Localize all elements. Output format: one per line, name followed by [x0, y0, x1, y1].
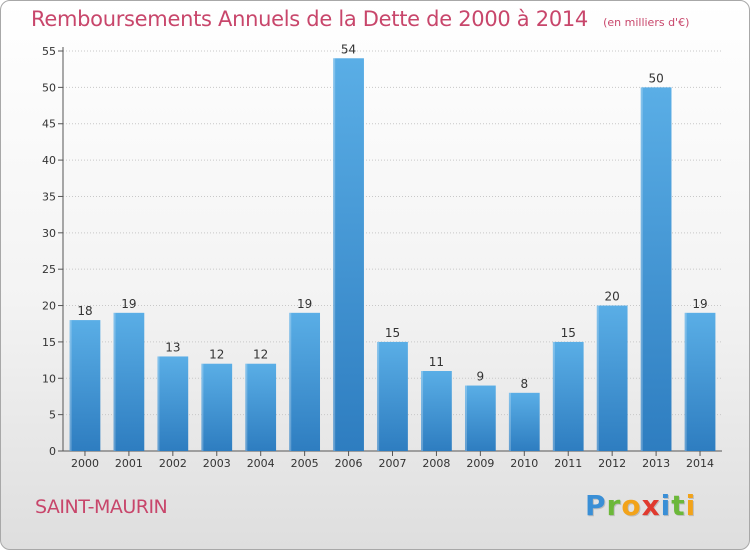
y-tick-labels: 0 5 10 15 20 25 30 35 40 45 50 55 — [42, 45, 63, 458]
x-tick-label: 2006 — [335, 457, 363, 470]
bar-value-label: 15 — [385, 326, 400, 340]
bar-value-label: 11 — [429, 355, 444, 369]
bar-2002 — [157, 356, 189, 451]
x-tick-label: 2001 — [115, 457, 143, 470]
x-tick-label: 2012 — [598, 457, 626, 470]
bar-2013 — [640, 87, 672, 451]
y-tick-label: 50 — [42, 81, 56, 94]
bar-highlight — [113, 312, 116, 451]
commune-name: SAINT-MAURIN — [35, 496, 168, 518]
bar-highlight — [640, 87, 643, 451]
bar-highlight — [596, 305, 599, 451]
bar-value-label: 19 — [121, 297, 136, 311]
x-tick-label: 2005 — [291, 457, 319, 470]
x-tick-label: 2010 — [510, 457, 538, 470]
chart-title: Remboursements Annuels de la Dette de 20… — [31, 7, 588, 31]
logo-letter: i — [660, 489, 672, 522]
x-tick-label: 2003 — [203, 457, 231, 470]
x-tick-label: 2013 — [642, 457, 670, 470]
y-tick-label: 25 — [42, 263, 56, 276]
bar-2014 — [684, 312, 716, 451]
bar-2001 — [113, 312, 145, 451]
bar-highlight — [245, 363, 248, 451]
bar-2009 — [464, 385, 496, 451]
y-tick-label: 55 — [42, 45, 56, 58]
logo-letter: o — [621, 489, 642, 522]
bar-2005 — [289, 312, 321, 451]
bar-2007 — [377, 341, 408, 451]
bar-value-label: 13 — [165, 340, 180, 354]
y-tick-label: 45 — [42, 118, 56, 131]
bar-2006 — [333, 58, 364, 451]
bar-highlight — [464, 385, 467, 451]
y-tick-label: 40 — [42, 154, 56, 167]
y-tick-label: 5 — [49, 409, 56, 422]
logo-letter: i — [685, 489, 697, 522]
chart-unit: (en milliers d'€) — [603, 16, 690, 29]
x-tick-label: 2002 — [159, 457, 187, 470]
x-tick-label: 2007 — [379, 457, 407, 470]
bar-value-label: 20 — [605, 290, 620, 304]
bars — [69, 58, 716, 451]
x-tick-label: 2000 — [71, 457, 99, 470]
y-tick-label: 20 — [42, 300, 56, 313]
data-labels: 18 19 13 12 12 19 54 15 11 9 8 15 20 50 19 — [77, 42, 707, 391]
bar-2011 — [552, 341, 584, 451]
x-tick-label: 2008 — [422, 457, 450, 470]
bar-2004 — [245, 363, 277, 451]
y-tick-label: 10 — [42, 372, 56, 385]
bar-2010 — [508, 392, 540, 451]
bar-highlight — [421, 371, 424, 451]
y-tick-label: 0 — [49, 445, 56, 458]
bar-value-label: 19 — [297, 297, 312, 311]
logo-letter: t — [671, 489, 686, 522]
y-tick-label: 15 — [42, 336, 56, 349]
logo-letter: P — [585, 489, 607, 522]
bar-value-label: 19 — [692, 297, 707, 311]
bar-2003 — [201, 363, 233, 451]
bar-highlight — [157, 356, 160, 451]
bar-value-label: 18 — [77, 304, 92, 318]
x-tick-label: 2009 — [466, 457, 494, 470]
bar-value-label: 9 — [477, 370, 485, 384]
proxiti-logo: Proxiti — [585, 489, 696, 522]
x-tick-label: 2014 — [686, 457, 714, 470]
logo-letter: x — [641, 489, 661, 522]
bar-highlight — [684, 312, 687, 451]
bar-2008 — [421, 371, 452, 451]
bar-highlight — [377, 341, 380, 451]
bar-value-label: 50 — [648, 71, 663, 85]
bar-value-label: 12 — [253, 348, 268, 362]
bar-2012 — [596, 305, 628, 451]
x-tick-label: 2011 — [554, 457, 582, 470]
bar-highlight — [508, 392, 511, 451]
bar-value-label: 8 — [520, 377, 528, 391]
logo-letter: r — [606, 489, 622, 522]
bar-value-label: 54 — [341, 42, 356, 56]
bar-highlight — [289, 312, 292, 451]
x-tick-labels: 2000 2001 2002 2003 2004 2005 2006 2007 2008 2009… — [71, 451, 714, 470]
bar-highlight — [552, 341, 555, 451]
bar-value-label: 12 — [209, 348, 224, 362]
bar-value-label: 15 — [561, 326, 576, 340]
y-tick-label: 30 — [42, 227, 56, 240]
bar-highlight — [69, 320, 72, 451]
bar-2000 — [69, 320, 101, 451]
bar-highlight — [201, 363, 204, 451]
bar-highlight — [333, 58, 336, 451]
y-tick-label: 35 — [42, 190, 56, 203]
chart-header: Remboursements Annuels de la Dette de 20… — [31, 7, 689, 31]
x-tick-label: 2004 — [247, 457, 275, 470]
